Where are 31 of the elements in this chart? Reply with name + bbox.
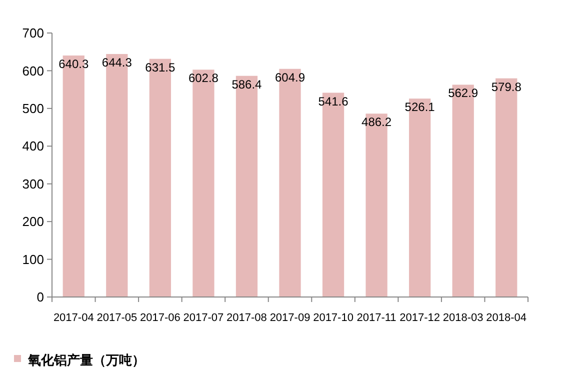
legend-label: 氧化铝产量（万吨） — [27, 352, 145, 368]
data-label: 631.5 — [145, 60, 176, 74]
data-label: 526.1 — [404, 100, 436, 114]
x-tick-label: 2017-06 — [140, 312, 180, 324]
y-tick-label: 100 — [22, 252, 44, 267]
data-label: 541.6 — [318, 94, 349, 108]
data-label: 604.9 — [274, 70, 306, 84]
data-label: 602.8 — [188, 71, 219, 86]
y-tick-label: 700 — [22, 26, 44, 41]
x-tick-label: 2017-07 — [183, 312, 224, 324]
data-label: 586.4 — [232, 77, 262, 92]
data-label: 644.3 — [102, 56, 132, 70]
x-tick-label: 2017-05 — [96, 312, 138, 324]
x-tick-label: 2018-04 — [486, 312, 527, 324]
y-tick-label: 500 — [22, 100, 44, 116]
data-label: 562.9 — [448, 86, 478, 100]
data-label: 486.2 — [362, 115, 392, 130]
x-tick-label: 2017-04 — [53, 312, 94, 324]
y-tick-label: 200 — [22, 214, 44, 230]
x-tick-label: 2017-08 — [226, 312, 267, 324]
x-tick-label: 2017-10 — [313, 312, 354, 324]
y-tick-label: 600 — [22, 63, 44, 78]
x-tick-label: 2017-12 — [400, 312, 440, 324]
x-tick-label: 2017-11 — [356, 312, 396, 324]
data-label: 640.3 — [58, 57, 89, 72]
x-tick-label: 2018-03 — [442, 312, 484, 324]
y-tick-label: 400 — [22, 138, 44, 154]
y-tick-label: 300 — [22, 176, 44, 192]
data-label: 579.8 — [491, 80, 522, 94]
x-tick-label: 2017-09 — [270, 312, 310, 324]
y-tick-label: 0 — [36, 290, 44, 305]
